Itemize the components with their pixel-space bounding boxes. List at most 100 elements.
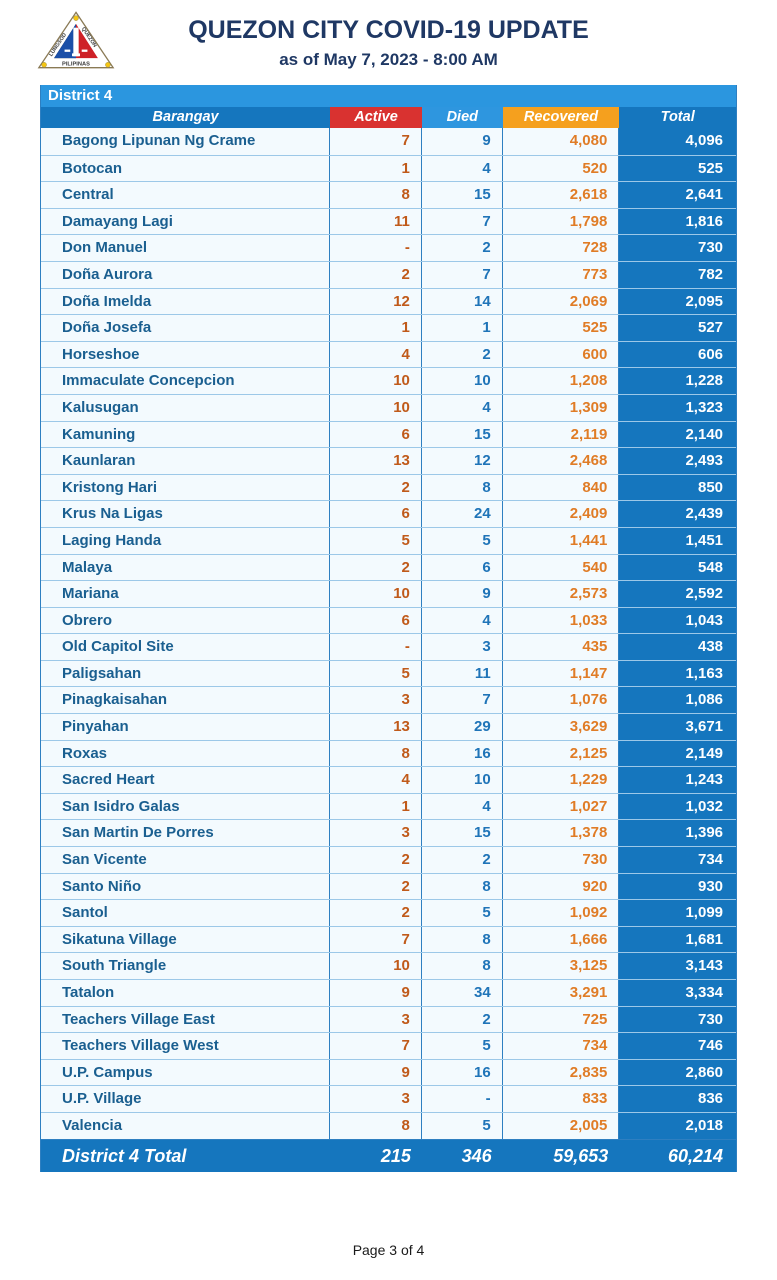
active-count: 2 [330,873,422,900]
died-count: 7 [422,687,503,714]
active-count: 2 [330,554,422,581]
died-count: 15 [422,182,503,208]
table-row: Kalusugan 10 4 1,309 1,323 [41,393,737,421]
table-row: Pinyahan 13 29 3,629 3,671 [41,713,737,740]
table-row: Sacred Heart 4 10 1,229 1,243 [41,766,737,793]
page-title: QUEZON CITY COVID-19 UPDATE [188,16,589,44]
active-count: 3 [330,687,422,714]
died-count: 6 [422,554,503,581]
active-count: 4 [330,341,422,368]
active-count: - [330,235,422,261]
recovered-count: 1,309 [503,394,620,421]
barangay-name: Tatalon [41,980,331,1006]
barangay-name: Santo Niño [41,873,331,900]
died-count: 5 [422,900,503,926]
table-row: San Isidro Galas 1 4 1,027 1,032 [41,792,737,820]
svg-text:PILIPINAS: PILIPINAS [62,61,90,67]
total-count: 1,681 [619,926,737,953]
total-count: 930 [619,873,737,900]
total-count: 2,493 [619,448,737,474]
active-count: 10 [330,394,422,421]
total-count: 730 [619,1006,737,1033]
table-row: Kristong Hari 2 8 840 850 [41,473,737,501]
total-count: 746 [619,1033,737,1059]
total-count: 4,096 [619,128,737,155]
total-count: 1,032 [619,793,737,820]
table-row: Kaunlaran 13 12 2,468 2,493 [41,447,737,474]
total-count: 1,099 [619,900,737,926]
barangay-name: Bagong Lipunan Ng Crame [41,128,331,155]
barangay-name: Roxas [41,740,331,767]
active-count: 2 [330,900,422,926]
active-count: 3 [330,1086,422,1112]
table-row: San Martin De Porres 3 15 1,378 1,396 [41,819,737,847]
district-label: District 4 [41,85,736,107]
active-count: 11 [330,208,422,235]
died-count: 4 [422,793,503,820]
total-count: 527 [619,315,737,341]
total-row-total: 60,214 [667,1145,723,1166]
died-count: 15 [422,421,503,448]
died-count: 9 [422,128,503,155]
barangay-name: Krus Na Ligas [41,501,331,527]
died-count: 10 [422,767,503,793]
recovered-count: 2,409 [503,501,620,527]
died-count: 29 [422,714,503,740]
table-row: U.P. Campus 9 16 2,835 2,860 [41,1058,737,1086]
barangay-name: Doña Josefa [41,315,331,341]
table-row: Malaya 2 6 540 548 [41,553,737,581]
barangay-name: Mariana [41,581,331,607]
died-count: 11 [422,660,503,687]
table-row: Damayang Lagi 11 7 1,798 1,816 [41,207,737,235]
died-count: 12 [422,448,503,474]
total-count: 3,143 [619,953,737,979]
active-count: 8 [330,740,422,767]
recovered-count: 3,125 [503,953,620,979]
total-count: 850 [619,474,737,501]
active-count: 7 [330,1033,422,1059]
recovered-count: 2,069 [503,288,620,315]
recovered-count: 4,080 [503,128,620,155]
total-count: 1,086 [619,687,737,714]
barangay-name: Santol [41,900,331,926]
recovered-count: 2,119 [503,421,620,448]
table-row: Horseshoe 4 2 600 606 [41,340,737,368]
barangay-name: Damayang Lagi [41,208,331,235]
active-count: 1 [330,155,422,182]
table-row: South Triangle 10 8 3,125 3,143 [41,952,737,979]
total-count: 2,592 [619,581,737,607]
recovered-count: 1,208 [503,368,620,394]
died-count: 2 [422,341,503,368]
column-header-barangay: Barangay [152,109,219,125]
recovered-count: 1,378 [503,820,620,847]
table-row: Immaculate Concepcion 10 10 1,208 1,228 [41,367,737,394]
column-header-total: Total [660,109,695,125]
active-count: 6 [330,421,422,448]
total-count: 734 [619,847,737,873]
barangay-name: Old Capitol Site [41,634,331,660]
total-count: 1,396 [619,820,737,847]
barangay-name: Kamuning [41,421,331,448]
recovered-count: 773 [503,261,620,288]
barangay-name: Pinyahan [41,714,331,740]
barangay-name: Obrero [41,607,331,634]
table-row: Bagong Lipunan Ng Crame 7 9 4,080 4,096 [41,128,737,155]
died-count: 5 [422,1033,503,1059]
died-count: 24 [422,501,503,527]
died-count: 2 [422,847,503,873]
died-count: 5 [422,1112,503,1139]
table-row: Doña Imelda 12 14 2,069 2,095 [41,287,737,315]
active-count: 10 [330,368,422,394]
recovered-count: 725 [503,1006,620,1033]
table-row: Mariana 10 9 2,573 2,592 [41,580,737,607]
barangay-name: Sikatuna Village [41,926,331,953]
total-count: 2,018 [619,1112,737,1139]
page-subtitle: as of May 7, 2023 - 8:00 AM [279,50,498,69]
total-count: 606 [619,341,737,368]
table-row: Roxas 8 16 2,125 2,149 [41,739,737,767]
table-row: Doña Aurora 2 7 773 782 [41,260,737,288]
table-row: Laging Handa 5 5 1,441 1,451 [41,526,737,554]
total-count: 1,451 [619,527,737,554]
table-header-row: Barangay Active Died Recovered Total [41,107,736,128]
total-row-label: District 4 Total [62,1145,187,1166]
